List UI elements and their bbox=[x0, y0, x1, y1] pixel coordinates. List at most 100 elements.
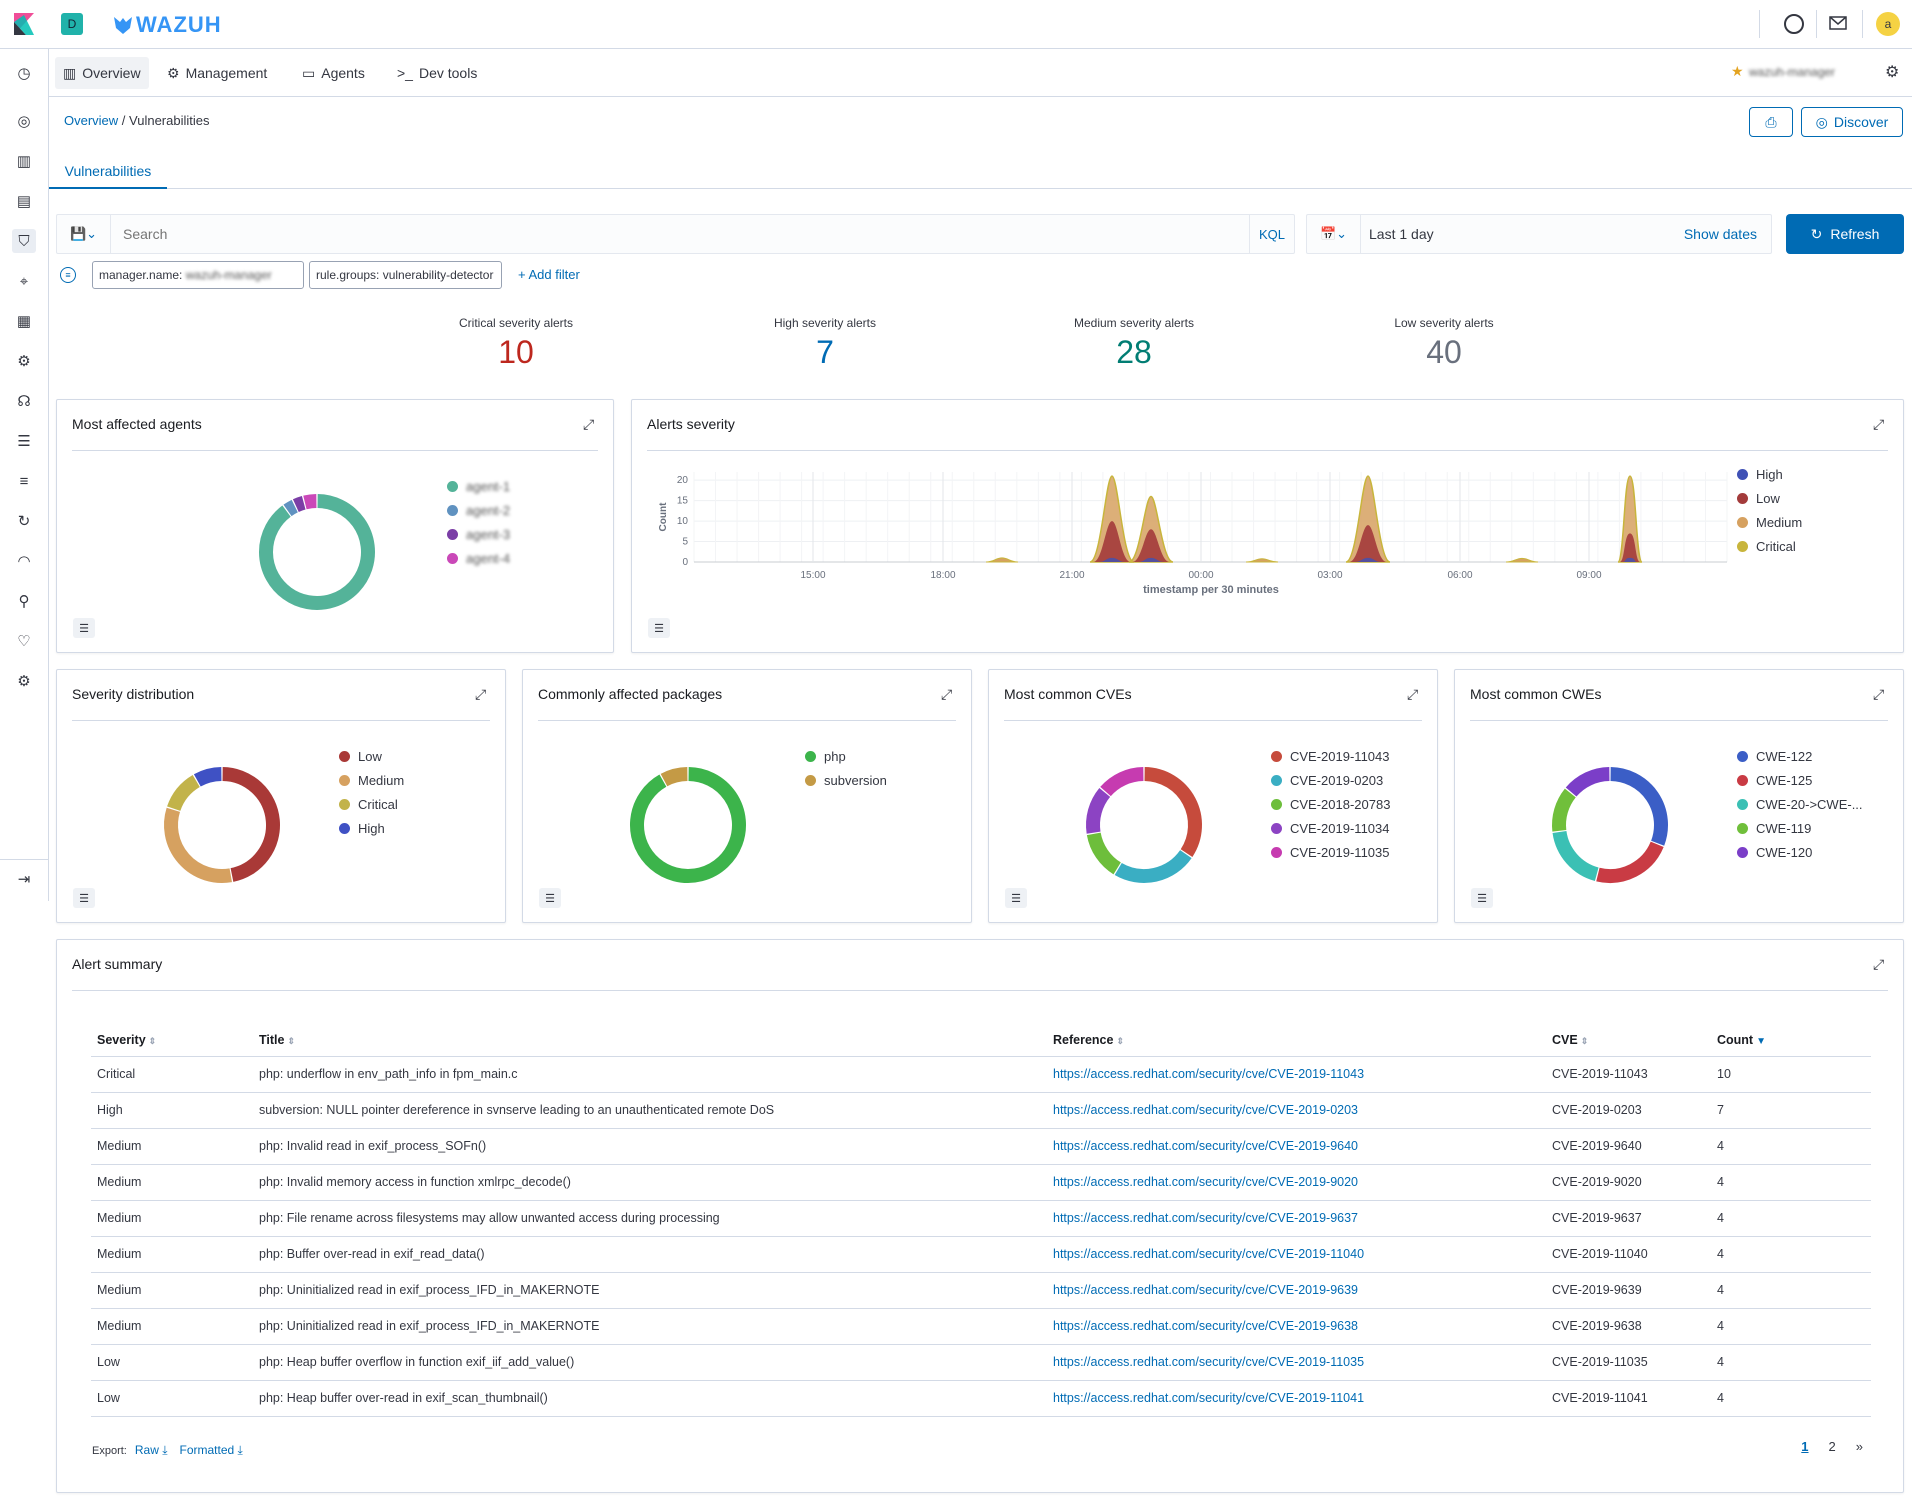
donut-slice[interactable] bbox=[1610, 767, 1668, 846]
refresh-button[interactable]: ↻ Refresh bbox=[1786, 214, 1904, 254]
kibana-logo-icon[interactable] bbox=[14, 13, 34, 35]
cell-reference-link[interactable]: https://access.redhat.com/security/cve/C… bbox=[1047, 1380, 1546, 1417]
legend-item[interactable]: agent-4 bbox=[447, 546, 510, 570]
donut-slice[interactable] bbox=[303, 494, 317, 510]
donut-slice[interactable] bbox=[167, 774, 201, 812]
siem-icon[interactable]: ◠ bbox=[17, 553, 31, 570]
uptime-icon[interactable]: ↻ bbox=[17, 513, 31, 530]
export-raw-link[interactable]: Raw ⤓ bbox=[134, 1443, 168, 1457]
monitoring-icon[interactable]: ♡ bbox=[17, 633, 31, 650]
table-row[interactable]: Medium php: Uninitialized read in exif_pr… bbox=[91, 1308, 1871, 1345]
legend-item[interactable]: High bbox=[339, 816, 404, 840]
list-icon[interactable]: ☰ bbox=[73, 618, 95, 638]
cell-reference-link[interactable]: https://access.redhat.com/security/cve/C… bbox=[1047, 1092, 1546, 1129]
legend-item[interactable]: CWE-125 bbox=[1737, 768, 1863, 792]
expand-icon[interactable]: ⤢ bbox=[941, 686, 953, 702]
list-icon[interactable]: ☰ bbox=[73, 888, 95, 908]
time-range-label[interactable]: Last 1 day bbox=[1369, 226, 1434, 242]
table-row[interactable]: Low php: Heap buffer over-read in exif_sc… bbox=[91, 1380, 1871, 1417]
menu-management[interactable]: ⚙ Management bbox=[159, 57, 275, 89]
col-count[interactable]: Count ▼ bbox=[1711, 1024, 1871, 1057]
donut-slice[interactable] bbox=[222, 767, 280, 882]
legend-item[interactable]: CVE-2019-0203 bbox=[1271, 768, 1390, 792]
col-reference[interactable]: Reference ⇕ bbox=[1047, 1024, 1546, 1057]
maps-icon[interactable]: ⌖ bbox=[19, 272, 29, 290]
donut-slice[interactable] bbox=[660, 767, 688, 787]
page-2-link[interactable]: 2 bbox=[1828, 1439, 1836, 1454]
donut-slice[interactable] bbox=[1114, 849, 1192, 883]
legend-item[interactable]: Medium bbox=[339, 768, 404, 792]
cell-reference-link[interactable]: https://access.redhat.com/security/cve/C… bbox=[1047, 1056, 1546, 1093]
legend-item[interactable]: High bbox=[1737, 462, 1802, 486]
table-row[interactable]: High subversion: NULL pointer dereference… bbox=[91, 1092, 1871, 1129]
canvas-icon[interactable]: ▦ bbox=[16, 313, 32, 330]
legend-item[interactable]: agent-1 bbox=[447, 474, 510, 498]
expand-icon[interactable]: ⤢ bbox=[583, 416, 595, 432]
donut-slice[interactable] bbox=[193, 767, 222, 787]
legend-item[interactable]: agent-3 bbox=[447, 522, 510, 546]
col-severity[interactable]: Severity ⇕ bbox=[91, 1024, 253, 1057]
table-row[interactable]: Low php: Heap buffer overflow in function… bbox=[91, 1344, 1871, 1381]
table-row[interactable]: Medium php: Invalid memory access in func… bbox=[91, 1164, 1871, 1201]
star-icon[interactable]: ★ bbox=[1731, 63, 1744, 79]
breadcrumb-overview[interactable]: Overview bbox=[64, 113, 119, 128]
table-row[interactable]: Medium php: Invalid read in exif_process_… bbox=[91, 1128, 1871, 1165]
donut-slice[interactable] bbox=[1552, 788, 1576, 832]
list-icon[interactable]: ☰ bbox=[1005, 888, 1027, 908]
legend-item[interactable]: Critical bbox=[1737, 534, 1802, 558]
legend-item[interactable]: CWE-20->CWE-... bbox=[1737, 792, 1863, 816]
donut-slice[interactable] bbox=[1086, 832, 1122, 875]
dashboard-icon[interactable]: ▤ bbox=[16, 193, 32, 210]
donut-slice[interactable] bbox=[630, 767, 746, 883]
expand-icon[interactable]: ⤢ bbox=[1873, 686, 1885, 702]
settings-gear-icon[interactable]: ⚙ bbox=[1885, 64, 1900, 81]
print-button[interactable]: ⎙ bbox=[1749, 107, 1793, 137]
api-selector[interactable]: wazuh-manager bbox=[1749, 65, 1836, 79]
col-title[interactable]: Title ⇕ bbox=[253, 1024, 1047, 1057]
cell-reference-link[interactable]: https://access.redhat.com/security/cve/C… bbox=[1047, 1344, 1546, 1381]
donut-slice[interactable] bbox=[292, 495, 306, 513]
legend-item[interactable]: CWE-119 bbox=[1737, 816, 1863, 840]
legend-item[interactable]: CVE-2019-11035 bbox=[1271, 840, 1390, 864]
donut-slice[interactable] bbox=[1565, 767, 1610, 797]
legend-item[interactable]: Low bbox=[339, 744, 404, 768]
collapse-nav-icon[interactable]: ⇥ bbox=[17, 871, 31, 888]
donut-slice[interactable] bbox=[1086, 787, 1111, 834]
table-row[interactable]: Critical php: underflow in env_path_info … bbox=[91, 1056, 1871, 1093]
list-icon[interactable]: ☰ bbox=[648, 618, 670, 638]
apm-icon[interactable]: ≡ bbox=[19, 472, 29, 490]
donut-slice[interactable] bbox=[1144, 767, 1202, 857]
expand-icon[interactable]: ⤢ bbox=[1873, 956, 1885, 972]
mail-icon[interactable] bbox=[1829, 16, 1847, 30]
col-cve[interactable]: CVE ⇕ bbox=[1546, 1024, 1711, 1057]
donut-slice[interactable] bbox=[283, 499, 298, 517]
tab-vulnerabilities[interactable]: Vulnerabilities bbox=[49, 155, 167, 189]
user-avatar[interactable]: a bbox=[1876, 12, 1900, 36]
filter-pill-rule-groups[interactable]: rule.groups: vulnerability-detector bbox=[309, 261, 502, 289]
expand-icon[interactable]: ⤢ bbox=[1407, 686, 1419, 702]
export-formatted-link[interactable]: Formatted ⤓ bbox=[179, 1443, 243, 1457]
cell-reference-link[interactable]: https://access.redhat.com/security/cve/C… bbox=[1047, 1272, 1546, 1309]
ml-icon[interactable]: ⚙ bbox=[17, 353, 31, 370]
search-input[interactable] bbox=[115, 219, 1300, 249]
legend-item[interactable]: Medium bbox=[1737, 510, 1802, 534]
table-row[interactable]: Medium php: Buffer over-read in exif_read… bbox=[91, 1236, 1871, 1273]
add-filter-link[interactable]: + Add filter bbox=[518, 267, 580, 282]
donut-slice[interactable] bbox=[1596, 841, 1664, 883]
space-badge[interactable]: D bbox=[61, 13, 83, 35]
next-page-link[interactable]: » bbox=[1855, 1439, 1863, 1454]
donut-slice[interactable] bbox=[1552, 830, 1599, 881]
legend-item[interactable]: subversion bbox=[805, 768, 887, 792]
legend-item[interactable]: CWE-122 bbox=[1737, 744, 1863, 768]
menu-devtools[interactable]: >_ Dev tools bbox=[389, 57, 485, 89]
show-dates-link[interactable]: Show dates bbox=[1683, 226, 1757, 242]
legend-item[interactable]: Low bbox=[1737, 486, 1802, 510]
cell-reference-link[interactable]: https://access.redhat.com/security/cve/C… bbox=[1047, 1128, 1546, 1165]
legend-item[interactable]: CVE-2019-11043 bbox=[1271, 744, 1390, 768]
cell-reference-link[interactable]: https://access.redhat.com/security/cve/C… bbox=[1047, 1164, 1546, 1201]
menu-agents[interactable]: ▭ Agents bbox=[294, 57, 373, 89]
cell-reference-link[interactable]: https://access.redhat.com/security/cve/C… bbox=[1047, 1200, 1546, 1237]
devtools-icon[interactable]: ⚲ bbox=[18, 593, 30, 610]
logs-icon[interactable]: ☰ bbox=[17, 433, 31, 450]
expand-icon[interactable]: ⤢ bbox=[475, 686, 487, 702]
